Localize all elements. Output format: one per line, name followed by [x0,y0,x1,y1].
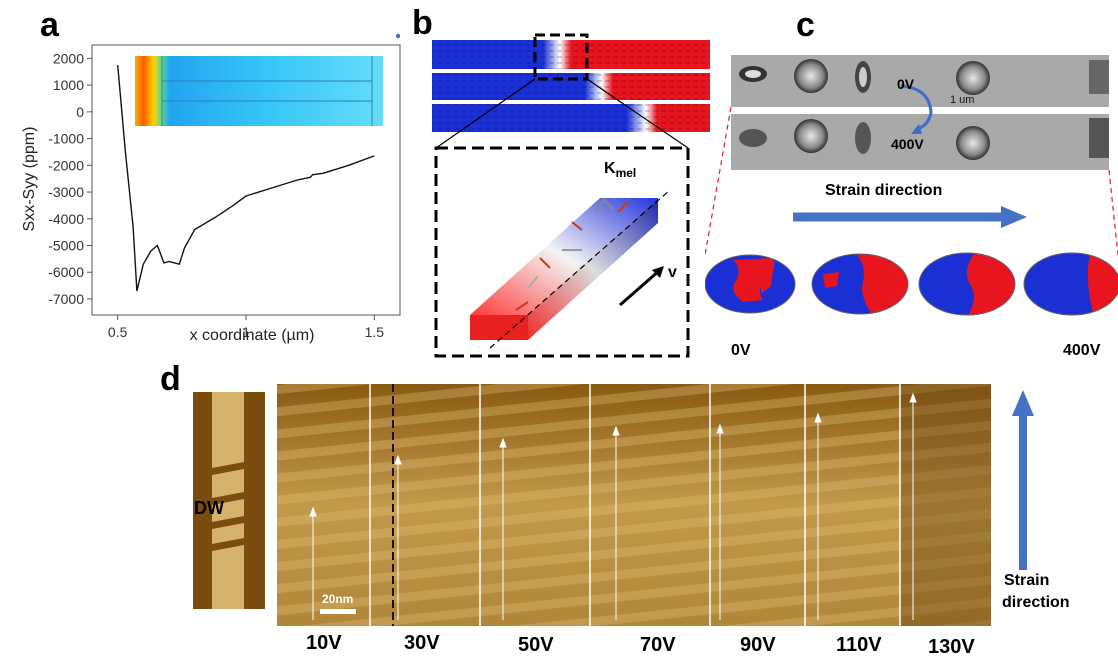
y-tick-label: 2000 [53,50,84,66]
voltage-label-90v: 90V [740,634,776,656]
afm-strip [277,384,991,626]
sim-label-0v: 0V [731,342,751,359]
y-tick-label: 0 [76,104,84,120]
xmcd-scale-label: 1 um [950,94,975,106]
panel-b: Kmel v [420,30,720,360]
y-tick-label: -3000 [48,184,84,200]
small-marker-dot [395,33,401,39]
panel-letter-a: a [40,6,59,44]
panel-d: DW 20nm 10V 30V 50V 70V 90V 110V 130V St… [0,370,1118,658]
velocity-arrow [619,268,661,307]
magnetic-bar-3d [470,198,658,340]
domain-simulations [704,252,1118,316]
panel-a-chart: 2000 1000 0 -1000 -2000 -3000 -4000 -5000 -6000 -… [0,0,410,355]
x-ticks: 0.5 1 1.5 [108,315,384,340]
moment-arrows [515,198,629,311]
voltage-label-10v: 10V [306,632,342,654]
scale-bar-label: 20nm [322,592,354,606]
panel-letter-d: d [160,360,181,398]
panel-b-figure [432,33,710,358]
y-ticks: 2000 1000 0 -1000 -2000 -3000 -4000 -5000 -6000 -… [48,50,92,307]
xmcd-images [731,55,1109,170]
sim-label-400v: 400V [1063,342,1101,359]
x-tick-label: 1 [242,324,250,340]
stress-line [117,64,375,292]
domain-stripes [432,40,710,132]
x-tick-label: 1.5 [365,324,385,340]
y-tick-label: 1000 [53,77,84,93]
stress-chart: 2000 1000 0 -1000 -2000 -3000 -4000 -5000 -6000 -… [48,33,401,340]
panel-c-figure [704,55,1118,316]
panel-letter-c: c [796,6,815,44]
voltage-label-50v: 50V [518,634,554,656]
voltage-label-30v: 30V [404,632,440,654]
y-tick-label: -6000 [48,264,84,280]
zoom-inset-frame [434,146,690,358]
inset-stress-map [135,56,383,126]
xmcd-voltage-bottom: 400V [891,136,924,152]
velocity-arrowhead [652,266,664,278]
dw-label: DW [194,498,224,518]
voltage-label-70v: 70V [640,634,676,656]
x-axis-label: x coordinate (µm) [189,327,315,344]
voltage-label-110v: 110V [836,634,882,656]
dw-position-arrows [309,392,917,620]
dw-schematic [193,392,265,609]
strain-label-line2: direction [1002,594,1070,611]
scale-bar [320,609,356,614]
panel-c: 0V 1 um 400V Strain direction 0V 400V [704,30,1118,370]
voltage-label-130v: 130V [928,636,975,658]
frame-dividers [369,384,901,626]
zoom-box [533,33,589,81]
y-tick-label: -1000 [48,131,84,147]
panel-d-figure [193,384,1034,626]
y-tick-label: -2000 [48,157,84,173]
kmel-label: Kmel [604,160,637,181]
strain-label-line1: Strain [1004,572,1050,589]
velocity-label: v [668,264,677,281]
y-tick-label: -4000 [48,211,84,227]
panel-letter-b: b [412,4,433,42]
strain-direction-label-c: Strain direction [825,182,943,199]
y-tick-label: -7000 [48,291,84,307]
x-tick-label: 0.5 [108,324,128,340]
y-tick-label: -5000 [48,237,84,253]
y-axis-label: Sxx-Syy (ppm) [21,126,38,232]
xmcd-voltage-top: 0V [897,76,915,92]
